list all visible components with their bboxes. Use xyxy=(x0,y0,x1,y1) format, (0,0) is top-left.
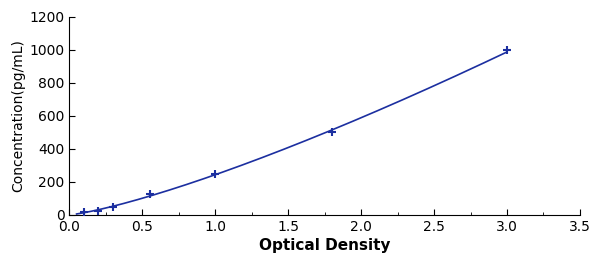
X-axis label: Optical Density: Optical Density xyxy=(259,238,390,253)
Y-axis label: Concentration(pg/mL): Concentration(pg/mL) xyxy=(11,39,25,192)
